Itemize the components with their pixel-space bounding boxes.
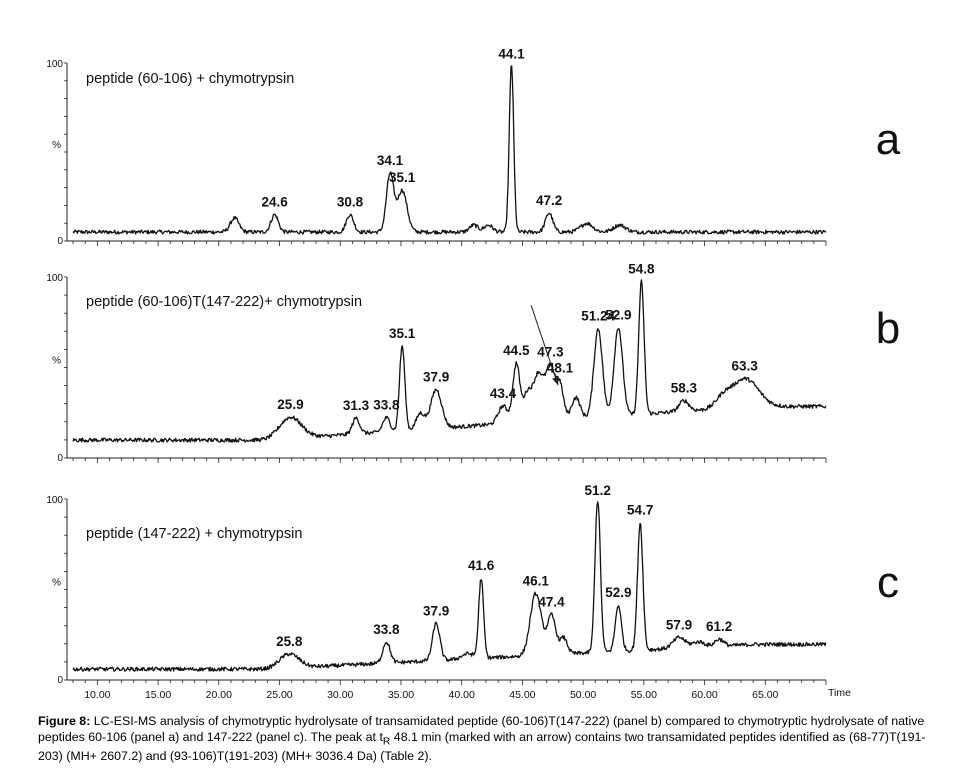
x-tick-label: 35.00 — [388, 689, 414, 701]
peak-label: 52.9 — [605, 307, 631, 322]
peak-label: 61.2 — [706, 619, 732, 634]
peak-label: 52.9 — [605, 585, 631, 600]
y-tick-0: 0 — [57, 675, 63, 686]
x-tick-label: 65.00 — [752, 689, 778, 701]
x-tick-label: 20.00 — [206, 689, 232, 701]
peak-label: 47.2 — [536, 193, 562, 208]
peak-label: 25.9 — [277, 397, 303, 412]
y-tick-100: 100 — [46, 273, 63, 284]
peak-label: 46.1 — [523, 573, 550, 588]
chromatogram-trace — [72, 501, 827, 672]
caption-subscript: R — [382, 735, 391, 747]
peak-label: 44.1 — [498, 47, 525, 62]
peak-label: 47.4 — [538, 595, 565, 610]
x-tick-label: 25.00 — [266, 689, 292, 701]
peak-label: 35.1 — [389, 170, 416, 185]
y-tick-percent: % — [52, 578, 61, 589]
panel-letter: a — [876, 115, 901, 164]
peak-label: 58.3 — [671, 381, 698, 396]
peak-label: 37.9 — [423, 369, 449, 384]
panel-title: peptide (60-106) + chymotrypsin — [86, 71, 294, 87]
y-tick-100: 100 — [46, 495, 63, 506]
panel-title: peptide (60-106)T(147-222)+ chymotrypsin — [86, 294, 362, 310]
y-tick-0: 0 — [57, 453, 63, 464]
peak-label: 37.9 — [423, 603, 449, 618]
panel-letter: b — [876, 304, 900, 353]
caption-text-before: LC-ESI-MS analysis of chymotryptic hydro… — [38, 714, 925, 744]
x-tick-label: 60.00 — [691, 689, 717, 701]
chromatogram-trace — [72, 65, 827, 235]
y-tick-100: 100 — [46, 59, 63, 70]
panel-a: 100% 0 24.6 30.8 34.1 35.1 44.1 47.2 peptide (60… — [46, 47, 900, 247]
peak-label: 30.8 — [337, 195, 364, 210]
arrow-head — [552, 376, 559, 386]
panel-b: 100%025.9 31.3 33.835.137.943.444.5 47.348.… — [46, 261, 900, 464]
peak-label: 33.8 — [373, 398, 400, 413]
peak-label: 57.9 — [666, 617, 692, 632]
lc-ms-chromatogram: 100% 0 24.6 30.8 34.1 35.1 44.1 47.2 peptide (60… — [46, 47, 900, 701]
x-tick-label: 40.00 — [449, 689, 475, 701]
peak-label: 54.7 — [627, 503, 653, 518]
y-tick-percent: % — [52, 140, 61, 151]
x-tick-label: 30.00 — [327, 689, 353, 701]
chromatogram-trace — [72, 279, 827, 443]
x-tick-label: 55.00 — [631, 689, 657, 701]
x-tick-label: 15.00 — [145, 689, 171, 701]
peak-label: 24.6 — [262, 195, 289, 210]
panel-title: peptide (147-222) + chymotrypsin — [86, 526, 302, 542]
peak-label: 25.8 — [276, 634, 303, 649]
peak-label: 63.3 — [731, 359, 758, 374]
x-tick-label: 45.00 — [509, 689, 535, 701]
peak-label: 34.1 — [377, 153, 404, 168]
caption-label: Figure 8: — [38, 714, 91, 728]
x-axis-title: Time — [828, 687, 851, 699]
peak-label: 51.24 — [581, 309, 615, 324]
y-tick-percent: % — [52, 356, 61, 367]
peak-label: 41.6 — [468, 558, 495, 573]
x-tick-label: 50.00 — [570, 689, 596, 701]
panel-letter: c — [877, 558, 899, 607]
peak-label: 47.3 — [537, 344, 564, 359]
peak-label: 44.5 — [503, 343, 530, 358]
figure-caption: Figure 8: LC-ESI-MS analysis of chymotry… — [38, 714, 944, 765]
peak-label: 54.8 — [628, 261, 655, 276]
peak-label: 35.1 — [389, 326, 416, 341]
peak-label: 43.4 — [490, 386, 517, 401]
caption-text-after: 48.1 min (marked with an arrow) contains… — [38, 729, 926, 764]
peak-label: 33.8 — [373, 622, 400, 637]
x-tick-label: 10.00 — [84, 689, 110, 701]
y-tick-0: 0 — [57, 236, 63, 247]
arrow-line — [530, 305, 559, 386]
panel-c: 100% 0 25.8 33.8 37.9 41.6 46.1 47.4 51.2 52.9 54.… — [46, 483, 899, 686]
peak-label: 31.3 — [343, 398, 370, 413]
peak-label: 51.2 — [585, 483, 611, 498]
